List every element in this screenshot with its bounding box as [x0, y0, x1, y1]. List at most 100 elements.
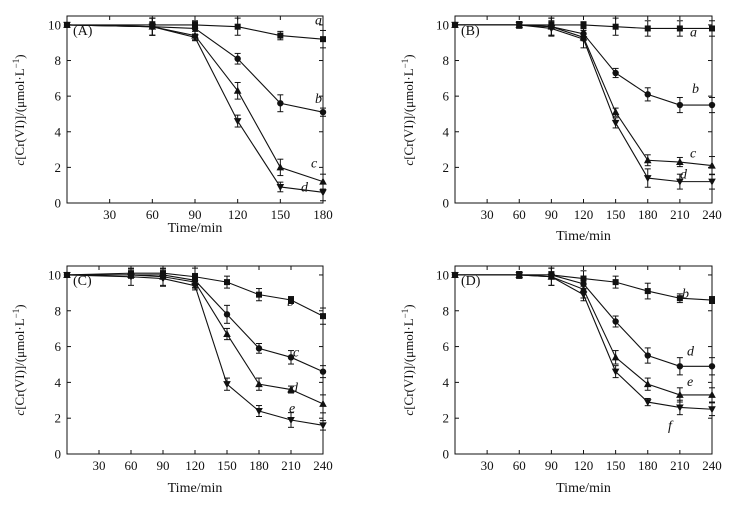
y-tick-label: 8 [55, 303, 62, 318]
y-tick-label: 8 [443, 53, 450, 68]
data-point [708, 406, 716, 414]
series-line [66, 24, 324, 183]
chart-panel-c: 0 2 4 6 8 10 30 60 90 120 150 180 210 240 (C) Time/min c… [11, 265, 333, 496]
data-point [708, 390, 716, 398]
series-label: d [301, 180, 309, 195]
x-tick-label: 90 [157, 458, 170, 473]
series-line [66, 272, 324, 317]
x-tick-label: 60 [125, 458, 138, 473]
series-label: d [291, 381, 299, 396]
y-tick-label: 2 [55, 411, 62, 426]
x-tick-label: 30 [103, 207, 116, 222]
y-tick-label: 8 [443, 303, 450, 318]
y-tick-label: 2 [443, 411, 450, 426]
data-point [580, 21, 587, 28]
x-tick-label: 90 [189, 207, 202, 222]
series-label: b [692, 82, 699, 97]
data-point [612, 318, 619, 325]
data-point [644, 91, 651, 98]
data-point [224, 279, 230, 286]
x-tick-label: 30 [93, 458, 106, 473]
series-label: f [668, 419, 674, 434]
x-tick-label: 150 [217, 458, 237, 473]
x-tick-label: 150 [606, 458, 626, 473]
y-tick-label: 6 [443, 339, 450, 354]
series-label: b [682, 287, 689, 302]
data-point [319, 108, 327, 116]
data-point [644, 25, 651, 32]
x-tick-label: 120 [574, 207, 594, 222]
y-tick-label: 0 [443, 447, 450, 462]
series-line [67, 274, 324, 405]
panel-label: (D) [461, 274, 481, 289]
y-tick-label: 6 [55, 339, 62, 354]
data-point [643, 156, 652, 164]
chart-panel-a: 0 2 4 6 8 10 30 60 90 120 150 180 (A) Time/min c[Cr(VI… [11, 14, 333, 236]
panel-label: (A) [73, 24, 93, 39]
data-point [579, 36, 588, 44]
series-label: e [687, 375, 693, 390]
series-label: a [315, 14, 322, 29]
series-label: c [293, 346, 300, 361]
series-f: f [451, 267, 716, 434]
x-tick-label: 30 [481, 458, 494, 473]
data-point [319, 189, 327, 197]
data-point [643, 380, 652, 388]
data-point [612, 279, 619, 286]
series-c: c [63, 17, 327, 190]
y-tick-label: 4 [55, 124, 62, 139]
x-tick-label: 210 [670, 458, 690, 473]
series-label: c [311, 157, 318, 172]
y-tick-label: 4 [443, 124, 450, 139]
data-point [612, 69, 619, 77]
series-e: e [63, 267, 327, 431]
y-tick-label: 2 [443, 160, 450, 175]
y-tick-label: 0 [55, 447, 62, 462]
y-axis-title: c[Cr(VI)]/(μmol·L−1) [400, 304, 416, 415]
x-tick-label: 120 [185, 458, 205, 473]
data-point [255, 345, 263, 352]
data-point [676, 404, 684, 412]
series-d: d [451, 20, 716, 190]
series-label: a [690, 25, 697, 40]
series-label: d [687, 344, 695, 359]
y-tick-label: 10 [48, 17, 61, 32]
data-point [255, 380, 263, 388]
y-axis-title: c[Cr(VI)]/(μmol·L−1) [11, 54, 27, 165]
x-tick-label: 180 [249, 458, 269, 473]
data-point [515, 21, 524, 29]
chart-panel-b: 0 2 4 6 8 10 30 60 90 120 150 180 210 240 (B) Time/min c… [400, 15, 722, 244]
data-point [708, 178, 716, 186]
data-point [191, 282, 199, 290]
data-point [644, 288, 651, 295]
x-tick-label: 180 [638, 207, 658, 222]
y-tick-label: 10 [436, 17, 449, 32]
data-point [191, 25, 199, 32]
data-point [223, 330, 231, 338]
series-line [66, 24, 324, 193]
x-tick-label: 210 [281, 458, 301, 473]
data-point [515, 271, 524, 279]
data-point [223, 311, 231, 318]
data-point [676, 178, 684, 186]
data-point [255, 408, 263, 416]
data-point [233, 86, 242, 94]
x-axis-title: Time/min [556, 229, 611, 244]
y-tick-label: 0 [55, 196, 62, 211]
series-label: c [690, 147, 697, 162]
data-point [276, 163, 285, 171]
data-point [287, 416, 295, 424]
y-tick-label: 4 [55, 375, 62, 390]
data-point [676, 295, 683, 302]
y-tick-label: 6 [443, 89, 450, 104]
data-point [319, 399, 327, 407]
x-tick-label: 180 [638, 458, 658, 473]
data-point [63, 21, 71, 29]
x-tick-label: 120 [228, 207, 248, 222]
data-point [127, 273, 135, 281]
y-tick-label: 2 [55, 160, 62, 175]
series-label: e [289, 401, 295, 416]
x-tick-label: 240 [313, 458, 333, 473]
data-point [709, 25, 715, 32]
series-line [66, 274, 324, 426]
